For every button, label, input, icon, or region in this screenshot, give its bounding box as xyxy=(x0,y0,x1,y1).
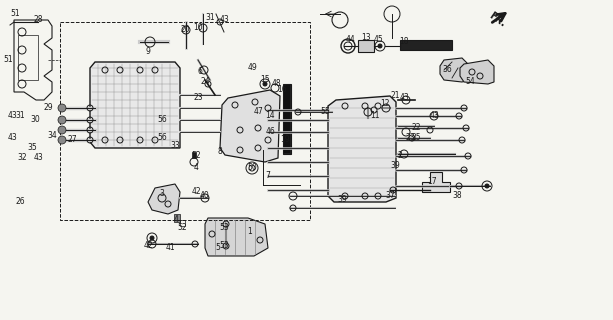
Text: 4: 4 xyxy=(173,215,178,225)
Text: 43: 43 xyxy=(429,111,439,121)
Text: 43: 43 xyxy=(7,133,17,142)
Text: 10: 10 xyxy=(193,23,203,33)
Polygon shape xyxy=(440,58,468,82)
Text: 48: 48 xyxy=(271,79,281,89)
Polygon shape xyxy=(460,60,494,84)
Bar xyxy=(18,35,38,80)
Polygon shape xyxy=(205,218,268,256)
Bar xyxy=(283,84,291,154)
Bar xyxy=(192,152,196,158)
Text: 53: 53 xyxy=(219,242,229,251)
Text: 27: 27 xyxy=(67,135,77,145)
Text: 12: 12 xyxy=(380,100,390,108)
Circle shape xyxy=(58,126,66,134)
Text: 55: 55 xyxy=(320,108,330,116)
Text: 49: 49 xyxy=(247,63,257,73)
Text: 15: 15 xyxy=(260,76,270,84)
Text: 31: 31 xyxy=(15,110,25,119)
Text: 17: 17 xyxy=(427,178,437,187)
Text: 35: 35 xyxy=(27,143,37,153)
Text: 29: 29 xyxy=(43,103,53,113)
Text: 23: 23 xyxy=(405,133,415,142)
Text: 43: 43 xyxy=(7,110,17,119)
Bar xyxy=(174,214,180,222)
Text: 1: 1 xyxy=(248,228,253,236)
Text: 14: 14 xyxy=(265,111,275,121)
Bar xyxy=(358,40,374,52)
Text: 42: 42 xyxy=(143,242,153,251)
Text: 52: 52 xyxy=(191,151,201,161)
Text: 25: 25 xyxy=(411,133,421,142)
Text: 6: 6 xyxy=(197,68,202,76)
Circle shape xyxy=(485,184,489,188)
Text: 43: 43 xyxy=(219,15,229,25)
Text: 23: 23 xyxy=(193,93,203,102)
Text: 31: 31 xyxy=(205,13,215,22)
Text: 20: 20 xyxy=(180,26,190,35)
Text: 16: 16 xyxy=(277,85,287,94)
Text: 13: 13 xyxy=(361,34,371,43)
Text: 41: 41 xyxy=(165,244,175,252)
Text: 7: 7 xyxy=(265,172,270,180)
Text: 32: 32 xyxy=(17,154,27,163)
Text: 43: 43 xyxy=(400,93,410,102)
Text: 50: 50 xyxy=(247,164,257,172)
Polygon shape xyxy=(422,172,450,192)
Text: 4: 4 xyxy=(194,164,199,172)
Bar xyxy=(284,85,290,153)
Text: 19: 19 xyxy=(280,135,290,145)
Text: 46: 46 xyxy=(265,127,275,137)
Text: 26: 26 xyxy=(15,197,25,206)
Text: 11: 11 xyxy=(370,111,379,121)
Text: 9: 9 xyxy=(145,47,150,57)
Text: 51: 51 xyxy=(3,55,13,65)
Circle shape xyxy=(378,44,382,48)
Text: 42: 42 xyxy=(191,188,201,196)
Circle shape xyxy=(150,236,154,240)
Text: 52: 52 xyxy=(177,223,187,233)
Text: 34: 34 xyxy=(47,132,57,140)
Text: 30: 30 xyxy=(30,116,40,124)
Polygon shape xyxy=(328,96,396,202)
Text: 5: 5 xyxy=(216,244,221,252)
Text: 39: 39 xyxy=(390,162,400,171)
Polygon shape xyxy=(90,62,180,148)
Bar xyxy=(180,220,185,226)
Text: 36: 36 xyxy=(442,66,452,75)
Circle shape xyxy=(263,82,267,86)
Text: 8: 8 xyxy=(218,148,223,156)
Text: 40: 40 xyxy=(199,191,209,201)
Text: 2: 2 xyxy=(398,151,402,161)
Text: 53: 53 xyxy=(219,223,229,233)
Text: 22: 22 xyxy=(411,124,421,132)
Text: 38: 38 xyxy=(452,191,462,201)
Text: 43: 43 xyxy=(33,154,43,163)
Text: 47: 47 xyxy=(253,108,263,116)
Polygon shape xyxy=(220,90,280,162)
Bar xyxy=(400,40,452,50)
Text: 54: 54 xyxy=(465,77,475,86)
Text: 21: 21 xyxy=(390,92,400,100)
Text: FR.: FR. xyxy=(487,11,507,29)
Polygon shape xyxy=(148,184,180,214)
Text: 33: 33 xyxy=(170,140,180,149)
Text: 37: 37 xyxy=(385,191,395,201)
Circle shape xyxy=(58,104,66,112)
Text: 45: 45 xyxy=(373,36,383,44)
Text: 56: 56 xyxy=(157,133,167,142)
Text: 24: 24 xyxy=(200,77,210,86)
Text: 3: 3 xyxy=(159,189,164,198)
Circle shape xyxy=(58,136,66,144)
Text: 44: 44 xyxy=(345,36,355,44)
Text: 56: 56 xyxy=(157,116,167,124)
Text: 18: 18 xyxy=(399,37,409,46)
Text: 39: 39 xyxy=(337,196,347,204)
Text: 51: 51 xyxy=(10,10,20,19)
Text: 28: 28 xyxy=(33,15,43,25)
Circle shape xyxy=(58,116,66,124)
